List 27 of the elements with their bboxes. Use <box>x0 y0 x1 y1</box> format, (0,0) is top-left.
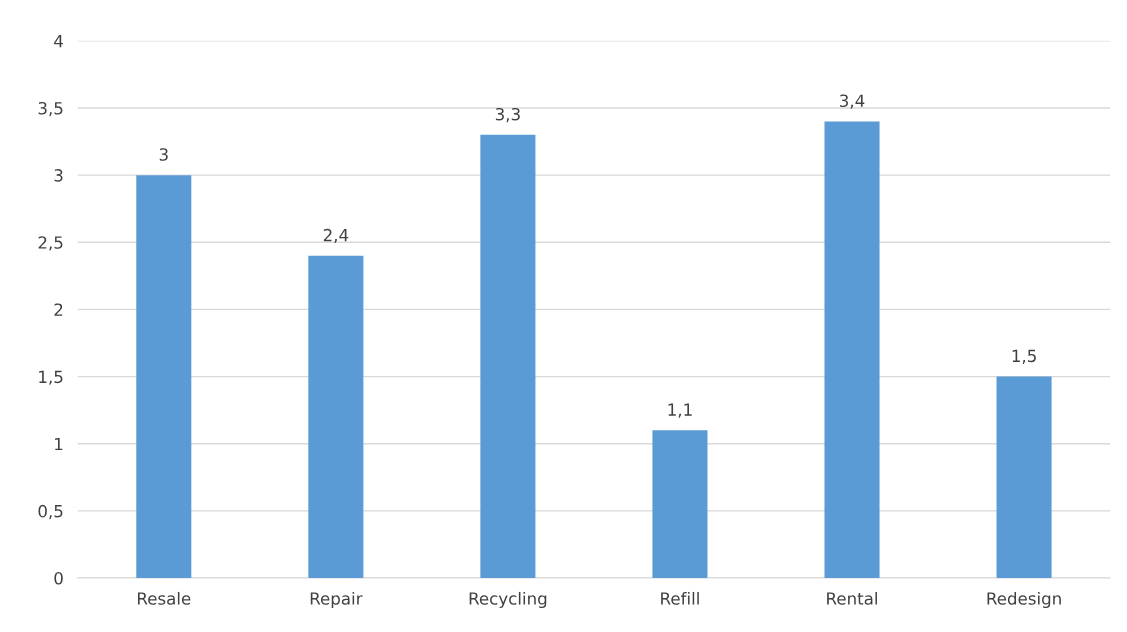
data-label: 3 <box>159 148 168 161</box>
bar <box>996 376 1052 579</box>
y-tick-label: 4 <box>54 35 63 48</box>
x-tick-label: Rental <box>827 591 877 605</box>
x-tick-label: Resale <box>137 591 191 605</box>
y-tick-label: 2 <box>54 303 63 316</box>
data-label: 3,4 <box>840 94 865 109</box>
bar <box>308 255 364 579</box>
x-tick-label: Redesign <box>987 591 1061 609</box>
y-tick-label: 3,5 <box>38 101 63 117</box>
y-tick-label: 3 <box>54 169 63 182</box>
y-tick-label: 1 <box>55 437 63 451</box>
bar <box>824 121 880 579</box>
y-tick-label: 1,5 <box>39 370 63 385</box>
y-tick-label: 0 <box>54 571 63 585</box>
bar <box>136 175 192 579</box>
x-tick-label: Repair <box>310 591 363 609</box>
data-label: 1,1 <box>668 403 692 418</box>
y-tick-label: 2,5 <box>38 236 63 251</box>
bar <box>652 430 708 579</box>
y-tick-label: 0,5 <box>38 504 63 520</box>
x-tick-label: Recycling <box>469 591 547 609</box>
data-label: 1,5 <box>1012 349 1036 364</box>
data-label: 3,3 <box>495 107 520 123</box>
bar <box>480 134 536 579</box>
data-label: 2,4 <box>323 228 349 244</box>
x-tick-label: Refill <box>661 591 699 605</box>
